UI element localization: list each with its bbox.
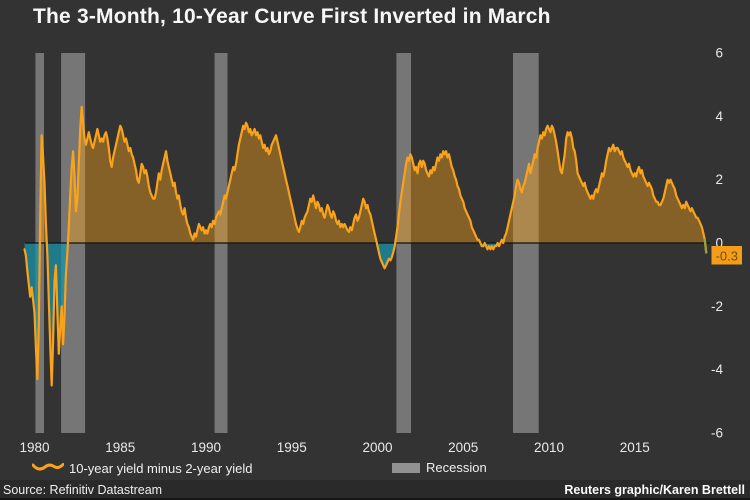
x-tick-label: 1990	[191, 440, 221, 455]
last-value-box	[711, 246, 742, 265]
chart-title: The 3-Month, 10-Year Curve First Inverte…	[33, 5, 551, 28]
x-tick-label: 1980	[19, 440, 49, 455]
y-tick-label: -4	[711, 362, 723, 377]
area-positive	[24, 106, 707, 243]
y-tick-label: 0	[715, 236, 723, 251]
x-tick-label: 2005	[448, 440, 478, 455]
legend-item-recession: Recession	[392, 460, 487, 475]
x-tick-label: 1995	[277, 440, 307, 455]
line-series-icon	[31, 460, 65, 476]
x-tick-label: 2000	[362, 440, 392, 455]
spread-line	[23, 105, 708, 387]
y-tick-label: -2	[711, 299, 723, 314]
credit-text: Reuters graphic/Karen Brettell	[564, 483, 745, 497]
y-tick-label: -6	[711, 426, 723, 441]
y-tick-label: 2	[715, 172, 723, 187]
y-tick-label: 4	[715, 109, 723, 124]
legend-series-label: 10-year yield minus 2-year yield	[69, 460, 253, 476]
recession-swatch-icon	[392, 462, 420, 473]
y-tick-label: 6	[715, 46, 723, 61]
x-tick-label: 2010	[534, 440, 564, 455]
x-tick-label: 2015	[620, 440, 650, 455]
x-tick-label: 1985	[105, 440, 135, 455]
legend-recession-label: Recession	[426, 460, 487, 475]
legend: 10-year yield minus 2-year yield Recessi…	[0, 460, 750, 480]
source-text: Source: Refinitiv Datastream	[3, 483, 163, 497]
legend-item-series: 10-year yield minus 2-year yield	[31, 460, 253, 476]
footer-bar: Source: Refinitiv Datastream Reuters gra…	[0, 480, 750, 500]
last-value-label: -0.3	[716, 248, 738, 263]
end-tick	[703, 238, 708, 254]
